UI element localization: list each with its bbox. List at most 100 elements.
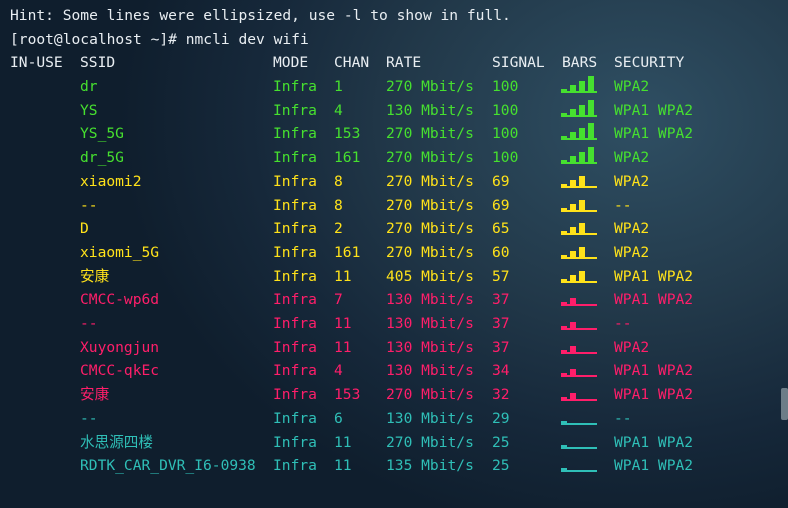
signal-bars-icon (561, 219, 599, 237)
cell-mode: Infra (273, 315, 317, 332)
cell-chan: 11 (334, 433, 352, 451)
cell-chan: 161 (334, 149, 361, 167)
cell-ssid: -- (80, 315, 98, 332)
cell-ssid: 水思源四楼 (80, 433, 153, 451)
cell-chan: 11 (334, 267, 352, 285)
header-chan: CHAN (334, 54, 370, 71)
cell-security: WPA1 WPA2 (614, 291, 694, 309)
cell-rate: 130 Mbit/s (386, 315, 474, 332)
cell-security: WPA1 WPA2 (614, 433, 694, 451)
cell-chan: 11 (334, 338, 352, 356)
cell-signal: 25 (492, 457, 510, 475)
cell-ssid: -- (80, 196, 98, 214)
cell-mode: Infra (273, 243, 317, 261)
signal-bars-icon (561, 314, 599, 332)
signal-bars-icon (561, 243, 599, 261)
header-signal: SIGNAL (492, 54, 545, 71)
cell-rate: 270 Mbit/s (386, 149, 474, 167)
cell-security: WPA1 WPA2 (614, 101, 694, 119)
header-security: SECURITY (614, 54, 685, 71)
cell-signal: 37 (492, 291, 510, 309)
cell-signal: 65 (492, 220, 510, 238)
cell-signal: 32 (492, 386, 510, 404)
cell-signal: 100 (492, 101, 519, 119)
cell-mode: Infra (273, 338, 317, 356)
cell-ssid: 安康 (80, 386, 110, 404)
cell-chan: 1 (334, 78, 343, 95)
cell-signal: 100 (492, 149, 519, 167)
cell-rate: 270 Mbit/s (386, 386, 474, 404)
signal-bars-icon (561, 361, 599, 379)
cell-rate: 130 Mbit/s (386, 362, 474, 380)
cell-security: WPA2 (614, 338, 650, 356)
cell-signal: 69 (492, 172, 510, 190)
cell-rate: 130 Mbit/s (386, 338, 474, 356)
cell-signal: 37 (492, 315, 510, 332)
cell-ssid: xiaomi_5G (80, 243, 160, 261)
cell-rate: 270 Mbit/s (386, 196, 474, 214)
signal-bars-icon (561, 456, 599, 474)
signal-bars-icon (561, 290, 599, 308)
cell-mode: Infra (273, 362, 317, 380)
cell-signal: 100 (492, 78, 519, 95)
signal-bars-icon (561, 172, 599, 190)
cell-ssid: xiaomi2 (80, 172, 142, 190)
cell-ssid: -- (80, 409, 98, 427)
cell-rate: 405 Mbit/s (386, 267, 474, 285)
command-prompt[interactable]: [root@localhost ~]# nmcli dev wifi (10, 31, 309, 48)
cell-security: -- (614, 196, 632, 214)
cell-chan: 153 (334, 125, 361, 143)
cell-rate: 270 Mbit/s (386, 243, 474, 261)
cell-chan: 6 (334, 409, 343, 427)
cell-ssid: dr_5G (80, 149, 124, 167)
header-rate: RATE (386, 54, 422, 71)
cell-mode: Infra (273, 267, 317, 285)
cell-rate: 270 Mbit/s (386, 220, 474, 238)
signal-bars-icon (561, 385, 599, 403)
cell-signal: 57 (492, 267, 510, 285)
cell-chan: 4 (334, 101, 343, 119)
cell-chan: 8 (334, 172, 343, 190)
cell-security: WPA2 (614, 220, 650, 238)
signal-bars-icon (561, 123, 599, 142)
cell-signal: 29 (492, 409, 510, 427)
cell-ssid: 安康 (80, 267, 110, 285)
cell-mode: Infra (273, 149, 317, 167)
cell-mode: Infra (273, 433, 317, 451)
cell-chan: 7 (334, 291, 343, 309)
cell-security: -- (614, 315, 632, 332)
cell-rate: 270 Mbit/s (386, 172, 474, 190)
cell-mode: Infra (273, 125, 317, 143)
scrollbar-thumb[interactable] (781, 388, 788, 420)
cell-mode: Infra (273, 457, 317, 475)
cell-mode: Infra (273, 409, 317, 427)
cell-signal: 34 (492, 362, 510, 380)
cell-rate: 270 Mbit/s (386, 433, 474, 451)
cell-ssid: dr (80, 78, 98, 95)
cell-security: WPA2 (614, 243, 650, 261)
cell-rate: 270 Mbit/s (386, 125, 474, 143)
cell-mode: Infra (273, 172, 317, 190)
cell-security: WPA1 WPA2 (614, 457, 694, 475)
signal-bars-icon (561, 267, 599, 285)
cell-security: WPA2 (614, 172, 650, 190)
signal-bars-icon (561, 147, 599, 166)
cell-chan: 161 (334, 243, 361, 261)
signal-bars-icon (561, 99, 599, 119)
cell-ssid: YS_5G (80, 125, 124, 143)
cell-rate: 130 Mbit/s (386, 409, 474, 427)
cell-chan: 4 (334, 362, 343, 380)
cell-ssid: CMCC-qkEc (80, 362, 160, 380)
header-mode: MODE (273, 54, 309, 71)
cell-chan: 153 (334, 386, 361, 404)
cell-security: WPA1 WPA2 (614, 362, 694, 380)
cell-ssid: Xuyongjun (80, 338, 160, 356)
cell-rate: 130 Mbit/s (386, 101, 474, 119)
cell-rate: 135 Mbit/s (386, 457, 474, 475)
cell-security: -- (614, 409, 632, 427)
cell-chan: 8 (334, 196, 343, 214)
signal-bars-icon (561, 76, 599, 95)
cell-rate: 270 Mbit/s (386, 78, 474, 95)
cell-mode: Infra (273, 196, 317, 214)
